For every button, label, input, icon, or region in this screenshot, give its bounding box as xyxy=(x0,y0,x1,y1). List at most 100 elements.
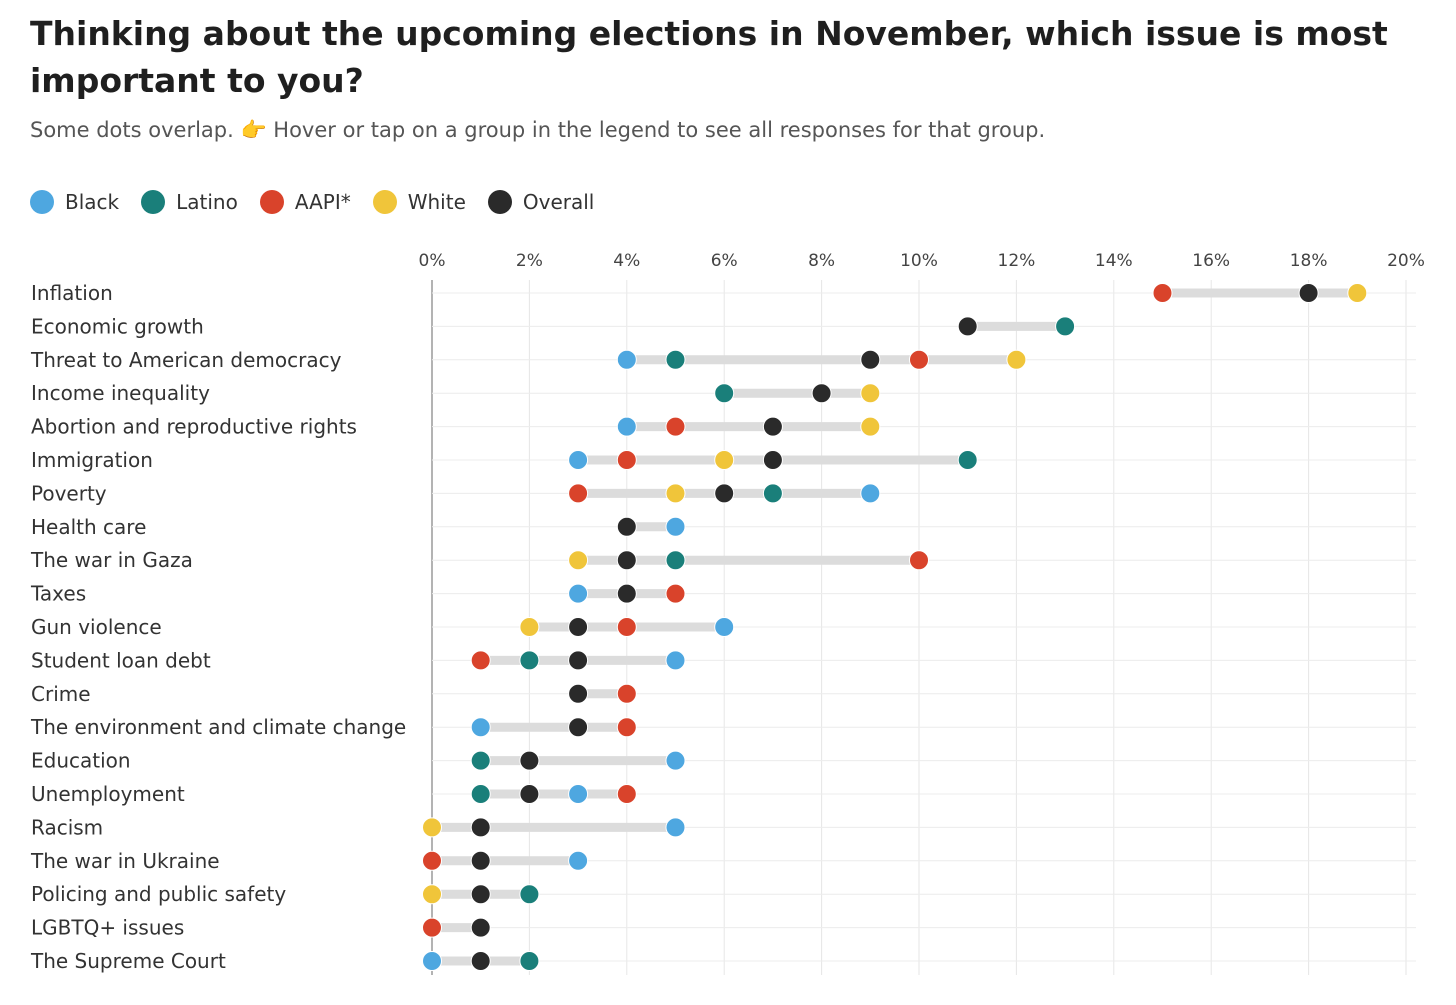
dot-white xyxy=(422,884,442,905)
legend-label-overall: Overall xyxy=(522,190,595,214)
dot-overall xyxy=(470,817,491,838)
x-tick-label: 18% xyxy=(1290,251,1328,271)
x-tick-label: 12% xyxy=(998,251,1036,271)
category-label: LGBTQ+ issues xyxy=(31,916,184,940)
dot-aapi xyxy=(616,450,637,470)
dot-black xyxy=(665,817,686,838)
dot-overall xyxy=(860,349,881,370)
dot-latino xyxy=(957,450,978,470)
category-label: Health care xyxy=(31,515,146,539)
category-label: Crime xyxy=(31,682,91,706)
legend: Black Latino AAPI* White Overall xyxy=(30,190,616,214)
dot-latino xyxy=(470,750,491,771)
dot-overall xyxy=(616,550,637,571)
legend-label-aapi: AAPI* xyxy=(294,190,351,214)
dot-black xyxy=(665,516,686,537)
dot-black xyxy=(616,416,637,437)
dot-black xyxy=(568,583,589,604)
dot-aapi xyxy=(616,784,637,804)
category-label: Abortion and reproductive rights xyxy=(31,415,357,439)
category-label: Poverty xyxy=(31,481,107,505)
category-label: Unemployment xyxy=(31,782,185,806)
dot-black xyxy=(568,784,589,804)
dot-aapi xyxy=(665,416,686,437)
dot-white xyxy=(714,450,735,470)
x-tick-label: 20% xyxy=(1387,251,1425,271)
dot-overall xyxy=(957,316,978,337)
legend-swatch-white xyxy=(372,190,397,214)
dot-overall xyxy=(568,683,589,704)
x-tick-label: 16% xyxy=(1192,251,1230,271)
dot-overall xyxy=(568,717,589,738)
dot-latino xyxy=(519,951,540,971)
dot-aapi xyxy=(616,717,637,738)
dot-overall xyxy=(470,884,491,905)
dot-black xyxy=(568,850,589,871)
dot-latino xyxy=(470,784,491,804)
dot-aapi xyxy=(568,483,589,504)
dot-aapi xyxy=(665,583,686,604)
legend-label-white: White xyxy=(407,190,466,214)
legend-label-latino: Latino xyxy=(176,190,238,214)
legend-item-latino[interactable]: Latino xyxy=(141,190,238,214)
dot-plot: 0% 2% 4% 6% 8% 10% 12% 14% 16% 18% 20% Inflation Eco… xyxy=(30,251,1425,975)
dot-overall xyxy=(470,951,491,971)
dot-overall xyxy=(616,583,637,604)
x-tick-label: 0% xyxy=(419,251,446,271)
dot-latino xyxy=(714,383,735,404)
dot-overall xyxy=(470,917,491,938)
dot-overall xyxy=(519,750,540,771)
category-label: Taxes xyxy=(30,582,86,606)
dot-white xyxy=(519,617,540,637)
legend-item-white[interactable]: White xyxy=(372,190,466,214)
dot-white xyxy=(860,416,881,437)
dot-latino xyxy=(762,483,783,504)
category-label: The war in Gaza xyxy=(30,548,193,572)
dot-white xyxy=(1006,349,1027,370)
dot-overall xyxy=(568,617,589,637)
dot-latino xyxy=(665,349,686,370)
dot-white xyxy=(665,483,686,504)
legend-swatch-overall xyxy=(487,190,512,214)
category-label: Racism xyxy=(31,815,103,839)
dot-aapi xyxy=(616,683,637,704)
category-label: Threat to American democracy xyxy=(30,348,342,372)
dot-aapi xyxy=(422,850,442,871)
category-label: Policing and public safety xyxy=(31,882,286,906)
category-label: Student loan debt xyxy=(31,648,211,672)
x-tick-label: 8% xyxy=(808,251,835,271)
category-label: Income inequality xyxy=(31,381,210,405)
x-tick-label: 6% xyxy=(711,251,738,271)
legend-label-black: Black xyxy=(65,190,120,214)
legend-item-aapi[interactable]: AAPI* xyxy=(259,190,351,214)
dot-black xyxy=(860,483,881,504)
dot-latino xyxy=(665,550,686,571)
category-label: Education xyxy=(31,749,131,773)
dot-latino xyxy=(519,650,540,671)
dot-overall xyxy=(714,483,735,504)
dot-aapi xyxy=(422,917,442,938)
dot-black xyxy=(422,951,442,971)
legend-swatch-latino xyxy=(141,190,166,214)
dot-overall xyxy=(519,784,540,804)
x-tick-label: 14% xyxy=(1095,251,1133,271)
dot-latino xyxy=(1055,316,1076,337)
dot-white xyxy=(568,550,589,571)
dot-black xyxy=(568,450,589,470)
dot-black xyxy=(665,750,686,771)
category-label: Economic growth xyxy=(31,314,204,338)
dot-aapi xyxy=(909,349,929,370)
dot-black xyxy=(470,717,491,738)
legend-swatch-aapi xyxy=(259,190,284,214)
dot-overall xyxy=(762,416,783,437)
legend-swatch-black xyxy=(30,190,54,214)
dot-aapi xyxy=(909,550,929,571)
dot-white xyxy=(1347,283,1368,303)
dot-white xyxy=(860,383,881,404)
legend-item-overall[interactable]: Overall xyxy=(487,190,595,214)
dot-black xyxy=(616,349,637,370)
chart-title: Thinking about the upcoming elections in… xyxy=(30,14,1388,100)
dot-white xyxy=(422,817,442,838)
legend-item-black[interactable]: Black xyxy=(30,190,119,214)
chart-subtitle: Some dots overlap. 👉 Hover or tap on a g… xyxy=(30,118,1046,142)
